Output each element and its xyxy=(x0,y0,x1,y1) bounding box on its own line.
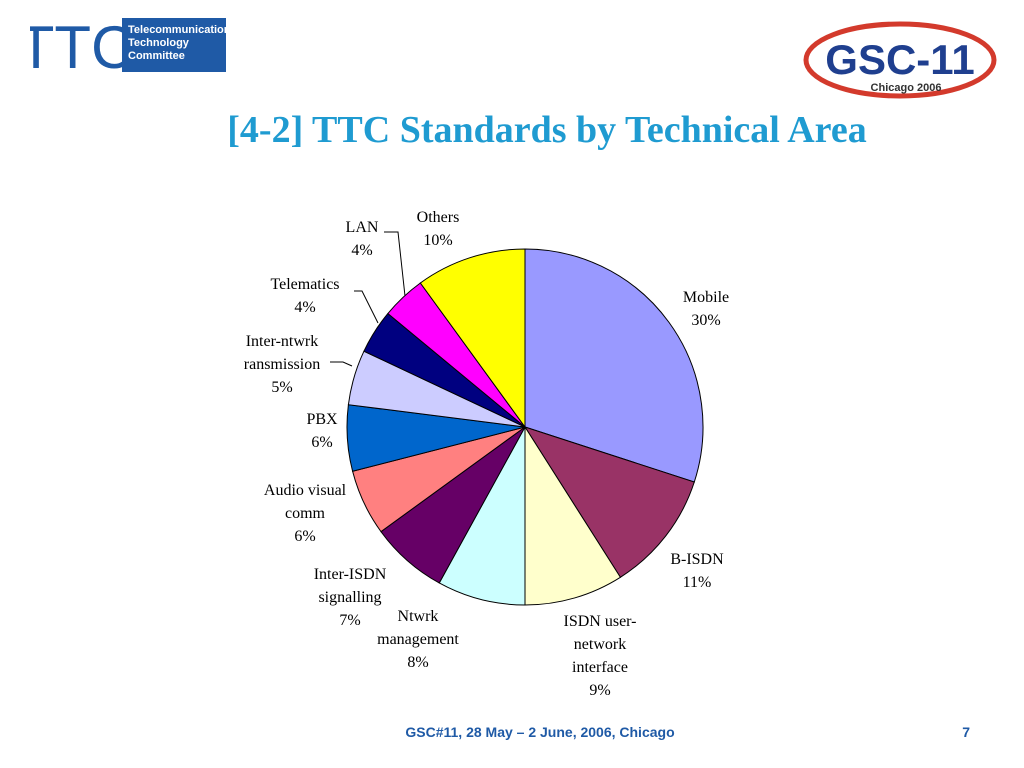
pie-slice-ntwrk-management xyxy=(438,426,526,606)
slice-name-label: Ntwrk xyxy=(398,608,439,625)
gsc-logo-text: GSC-11 xyxy=(825,36,974,83)
ttc-logo-box: Telecommunication Technology Committee xyxy=(122,18,231,72)
slice-name-label: comm xyxy=(285,505,326,522)
page-title: [4-2] TTC Standards by Technical Area xyxy=(227,109,867,151)
page-number: 7 xyxy=(962,724,970,740)
slice-label: B-ISDN 11% xyxy=(670,551,724,591)
slice-percent-label: 7% xyxy=(339,612,360,629)
slice-label: ISDN user-network interface 9% xyxy=(564,613,637,699)
pie-slice-b-isdn xyxy=(523,426,695,578)
leader-line xyxy=(354,290,379,324)
pie-slice-others xyxy=(419,248,526,429)
slice-percent-label: 4% xyxy=(351,242,372,259)
slice-label: Others 10% xyxy=(417,209,460,249)
pie-slice-mobile xyxy=(524,248,704,483)
slice-name-label: LAN xyxy=(346,219,379,236)
slice-label: Inter-ntwrk ransmission 5% xyxy=(244,333,320,396)
slice-percent-label: 6% xyxy=(311,434,332,451)
slice-name-label: Inter-ntwrk xyxy=(246,333,319,350)
slice-percent-label: 4% xyxy=(294,299,315,316)
slice-label: PBX 6% xyxy=(306,411,338,451)
ttc-logo-line: Committee xyxy=(128,50,185,62)
leader-line xyxy=(330,361,353,367)
slice-name-label: signalling xyxy=(318,589,381,606)
gsc-logo-mark: GSC-11 Chicago 2006 xyxy=(803,21,997,99)
ttc-logo: TTC Telecommunication Technology Committ… xyxy=(30,18,231,72)
slice-name-label: Inter-ISDN xyxy=(314,566,387,583)
slice-percent-label: 8% xyxy=(407,654,428,671)
slice-name-label: ransmission xyxy=(244,356,320,373)
gsc-logo-subtitle: Chicago 2006 xyxy=(871,82,942,94)
ttc-logo-line: Technology xyxy=(128,37,189,49)
slice-label: Ntwrk management 8% xyxy=(377,608,459,671)
slice-label: Audio visual comm 6% xyxy=(264,482,347,545)
slice-percent-label: 10% xyxy=(423,232,452,249)
slice-name-label: PBX xyxy=(306,411,338,428)
pie-slice-isdn-user-network-interface xyxy=(524,425,622,606)
ttc-logo-line: Telecommunication xyxy=(128,24,231,36)
slice-percent-label: 11% xyxy=(683,574,712,591)
slice-label: Telematics 4% xyxy=(270,276,339,316)
slice-name-label: Telematics xyxy=(270,276,339,293)
slice-name-label: Audio visual xyxy=(264,482,347,499)
slice-name-label: network xyxy=(574,636,626,653)
slice-percent-label: 30% xyxy=(691,312,720,329)
slice-name-label: Others xyxy=(417,209,460,226)
slice-name-label: ISDN user- xyxy=(564,613,637,630)
leader-line xyxy=(384,231,406,297)
slice-label: Mobile 30% xyxy=(683,289,729,329)
slice-label: LAN 4% xyxy=(346,219,379,259)
gsc-logo: GSC-11 Chicago 2006 xyxy=(800,18,1000,100)
slice-percent-label: 9% xyxy=(589,682,610,699)
slice-name-label: management xyxy=(377,631,459,648)
slice-name-label: B-ISDN xyxy=(670,551,724,568)
slice-percent-label: 5% xyxy=(271,379,292,396)
ttc-letters-text: TTC xyxy=(30,18,122,72)
footer-text: GSC#11, 28 May – 2 June, 2006, Chicago xyxy=(405,724,675,740)
slice-label: Inter-ISDN signalling 7% xyxy=(314,566,387,629)
slice-percent-label: 6% xyxy=(294,528,315,545)
ttc-letters-mark: TTC xyxy=(30,18,122,72)
gsc-logo-swoosh xyxy=(803,21,997,99)
slice-name-label: interface xyxy=(572,659,628,676)
slice-name-label: Mobile xyxy=(683,289,729,306)
